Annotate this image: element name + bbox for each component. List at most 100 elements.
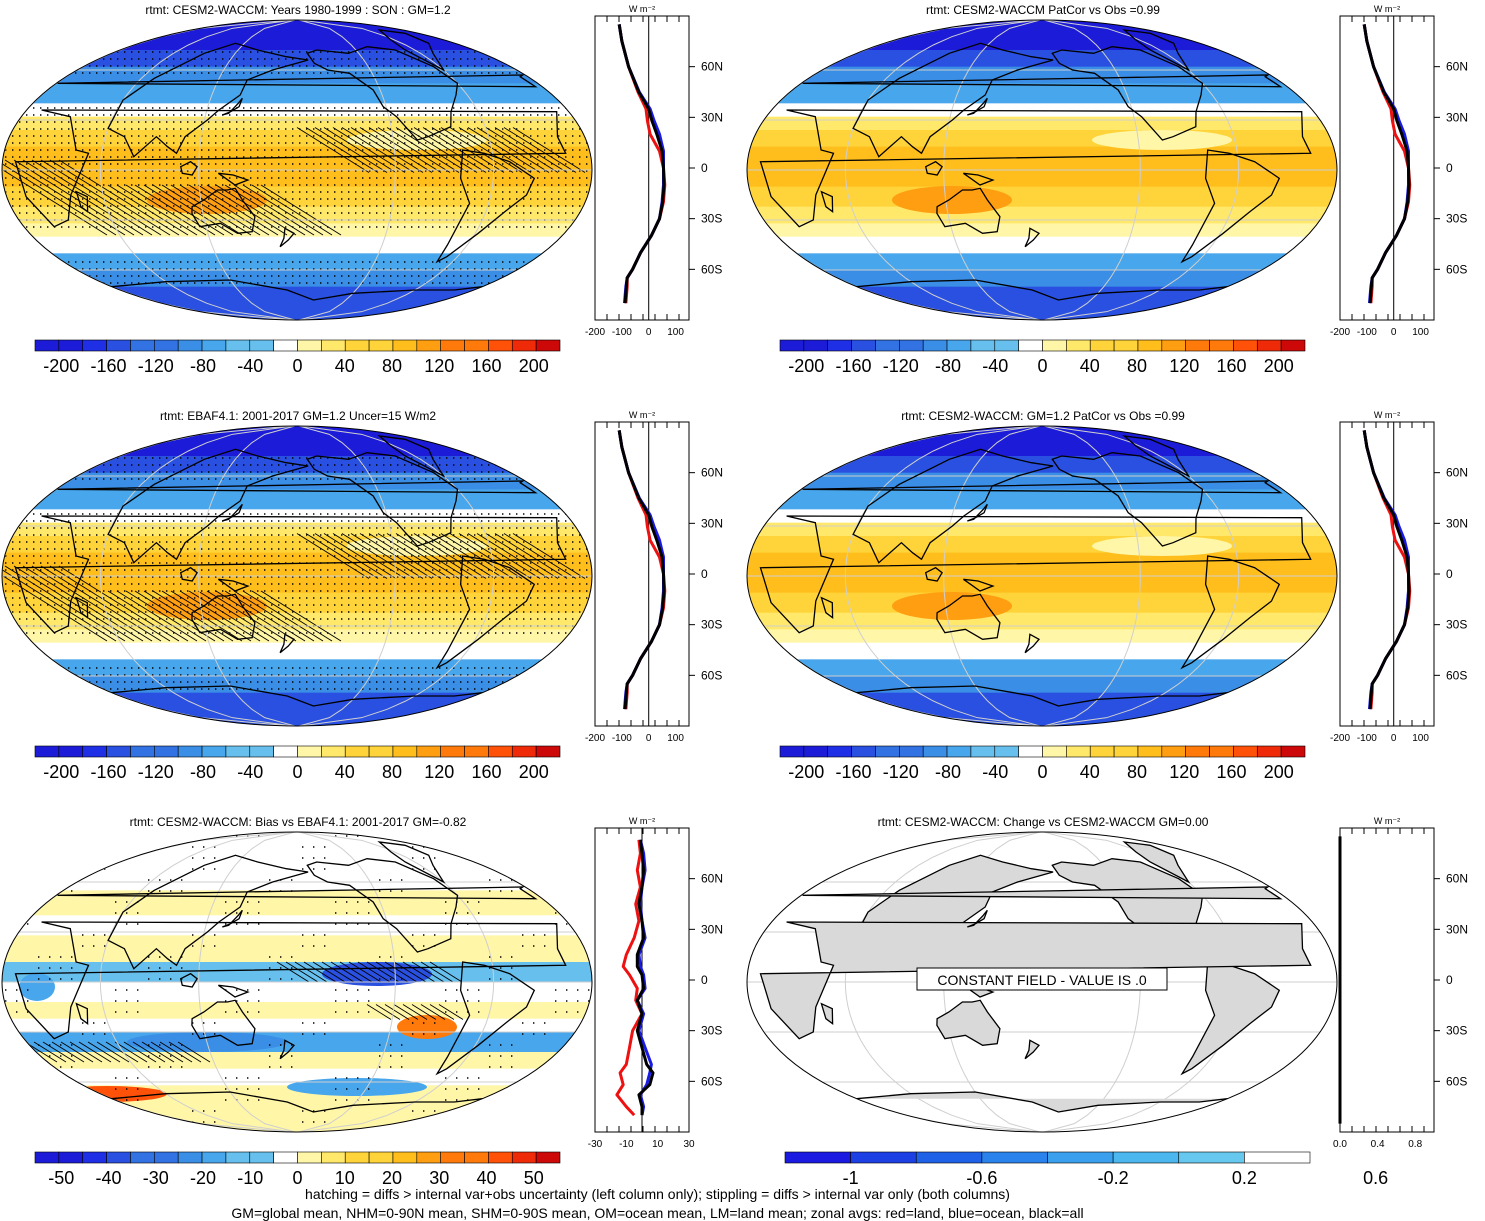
colorbar-box bbox=[201, 1151, 227, 1164]
colorbar-box bbox=[875, 339, 900, 352]
colorbar-box bbox=[1089, 339, 1115, 352]
panel-model-patcor: rtmt: CESM2-WACCM PatCor vs Obs =0.99 W m… bbox=[745, 0, 1485, 400]
coastline-antarctica bbox=[856, 279, 1228, 301]
colorbar-tick-label: 40 bbox=[476, 1168, 496, 1188]
colorbar-box bbox=[297, 745, 322, 758]
colorbar-box bbox=[177, 745, 203, 758]
lat-tick-label: 60N bbox=[701, 466, 723, 480]
coastline-nz bbox=[279, 227, 296, 248]
x-tick-label: -100 bbox=[1357, 327, 1377, 338]
colorbar-tick-label: -160 bbox=[835, 762, 871, 782]
colorbar-tick-label: 0.2 bbox=[1232, 1168, 1257, 1188]
color-band bbox=[747, 130, 1337, 148]
colorbar-box bbox=[440, 745, 465, 758]
profile-frame bbox=[594, 421, 690, 727]
profile-unit-label: W m⁻² bbox=[1374, 410, 1400, 420]
colorbar-box bbox=[34, 1151, 60, 1164]
colorbar-tick-label: 200 bbox=[519, 356, 549, 376]
colorbar-box bbox=[994, 745, 1019, 758]
coastline-americaS bbox=[1180, 961, 1281, 1076]
lat-tick-label: 30N bbox=[701, 110, 723, 124]
colorbar-box bbox=[827, 339, 852, 352]
profile-frame bbox=[1339, 15, 1435, 321]
x-tick-label: 10 bbox=[652, 1139, 664, 1150]
color-band bbox=[747, 20, 1337, 51]
colorbar-box bbox=[1233, 745, 1258, 758]
colorbar: -200 -160 -120 -80 -40 0 40 80 120 160 200 bbox=[34, 745, 561, 782]
anomaly-patch bbox=[19, 973, 55, 1001]
coastline-americaS bbox=[1180, 149, 1281, 264]
colorbar-box bbox=[1042, 745, 1067, 758]
color-band bbox=[2, 1002, 592, 1020]
colorbar-box bbox=[850, 1151, 917, 1164]
warm-pool-patch bbox=[892, 592, 1012, 620]
chart-svg: rtmt: CESM2-WACCM: Change vs CESM2-WACCM… bbox=[746, 815, 1468, 1188]
colorbar-tick-label: 160 bbox=[471, 762, 501, 782]
colorbar-box bbox=[321, 1151, 346, 1164]
coastline-eurasia bbox=[107, 42, 309, 158]
colorbar-box bbox=[970, 745, 996, 758]
colorbar-tick-label: -80 bbox=[935, 762, 961, 782]
lat-tick-label: 0 bbox=[701, 161, 708, 175]
colorbar-tick-label: -10 bbox=[237, 1168, 263, 1188]
coastline-borneo bbox=[179, 972, 198, 988]
coastline-africa bbox=[14, 921, 567, 1040]
colorbar-box bbox=[344, 339, 370, 352]
colorbar-box bbox=[368, 339, 394, 352]
colorbar-box bbox=[440, 339, 465, 352]
colorbar-box bbox=[1161, 339, 1186, 352]
x-tick-label: 100 bbox=[1412, 733, 1429, 744]
zonal-profile: W m⁻² 60N 30N 0 30S 60S -200 -100 0 100 bbox=[585, 410, 723, 744]
colorbar-box bbox=[130, 1151, 155, 1164]
lat-tick-label: 60N bbox=[701, 872, 723, 886]
lat-tick-label: 30S bbox=[1446, 1024, 1467, 1038]
colorbar-box bbox=[1089, 745, 1115, 758]
colorbar-tick-label: -200 bbox=[43, 762, 79, 782]
zonal-profile: W m⁻² 60N 30N 0 30S 60S -200 -100 0 100 bbox=[1330, 4, 1468, 338]
profile-frame bbox=[594, 15, 690, 321]
lat-tick-label: 0 bbox=[701, 973, 708, 987]
chart-svg: rtmt: CESM2-WACCM: Bias vs EBAF4.1: 2001… bbox=[1, 815, 723, 1188]
colorbar-box bbox=[1042, 339, 1067, 352]
coastline-greenland bbox=[377, 841, 446, 884]
colorbar-tick-label: 0 bbox=[1037, 762, 1047, 782]
colorbar-box bbox=[1066, 339, 1091, 352]
colorbar-box bbox=[392, 1151, 418, 1164]
coastline-japan bbox=[967, 97, 988, 116]
colorbar-box bbox=[915, 1151, 983, 1164]
color-band bbox=[747, 629, 1337, 644]
color-band bbox=[2, 659, 592, 677]
coastline-eurasia bbox=[107, 448, 309, 564]
colorbar: -50 -40 -30 -20 -10 0 10 20 30 40 50 bbox=[34, 1151, 561, 1188]
x-tick-label: -100 bbox=[1357, 733, 1377, 744]
colorbar-tick-label: 160 bbox=[471, 356, 501, 376]
colorbar-tick-label: -160 bbox=[835, 356, 871, 376]
colorbar-tick-label: -160 bbox=[90, 762, 126, 782]
colorbar-box bbox=[1185, 745, 1210, 758]
lat-tick-label: 30N bbox=[1446, 110, 1468, 124]
colorbar-box bbox=[1178, 1151, 1245, 1164]
color-band bbox=[747, 286, 1337, 320]
coastline-antarctica bbox=[856, 685, 1228, 707]
colorbar-tick-label: -40 bbox=[95, 1168, 121, 1188]
colorbar-box bbox=[1233, 339, 1258, 352]
lat-tick-label: 60S bbox=[1446, 668, 1467, 682]
colorbar-box bbox=[511, 339, 537, 352]
coastline-antarctica bbox=[111, 1091, 483, 1113]
colorbar-box bbox=[416, 339, 441, 352]
lat-tick-label: 30S bbox=[701, 1024, 722, 1038]
lat-tick-label: 30N bbox=[1446, 516, 1468, 530]
colorbar-tick-label: -200 bbox=[43, 356, 79, 376]
colorbar-box bbox=[827, 745, 852, 758]
x-tick-label: -30 bbox=[588, 1139, 603, 1150]
profile-frame bbox=[1339, 421, 1435, 727]
profile-unit-label: W m⁻² bbox=[629, 4, 655, 14]
coastline-americaN bbox=[306, 858, 459, 953]
coastline-uk bbox=[57, 74, 538, 88]
color-band bbox=[2, 286, 592, 320]
colorbar-tick-label: 120 bbox=[1169, 762, 1199, 782]
colorbar-box bbox=[875, 745, 900, 758]
colorbar-tick-label: -40 bbox=[237, 762, 263, 782]
color-band bbox=[747, 206, 1337, 224]
graticule bbox=[2, 426, 592, 726]
